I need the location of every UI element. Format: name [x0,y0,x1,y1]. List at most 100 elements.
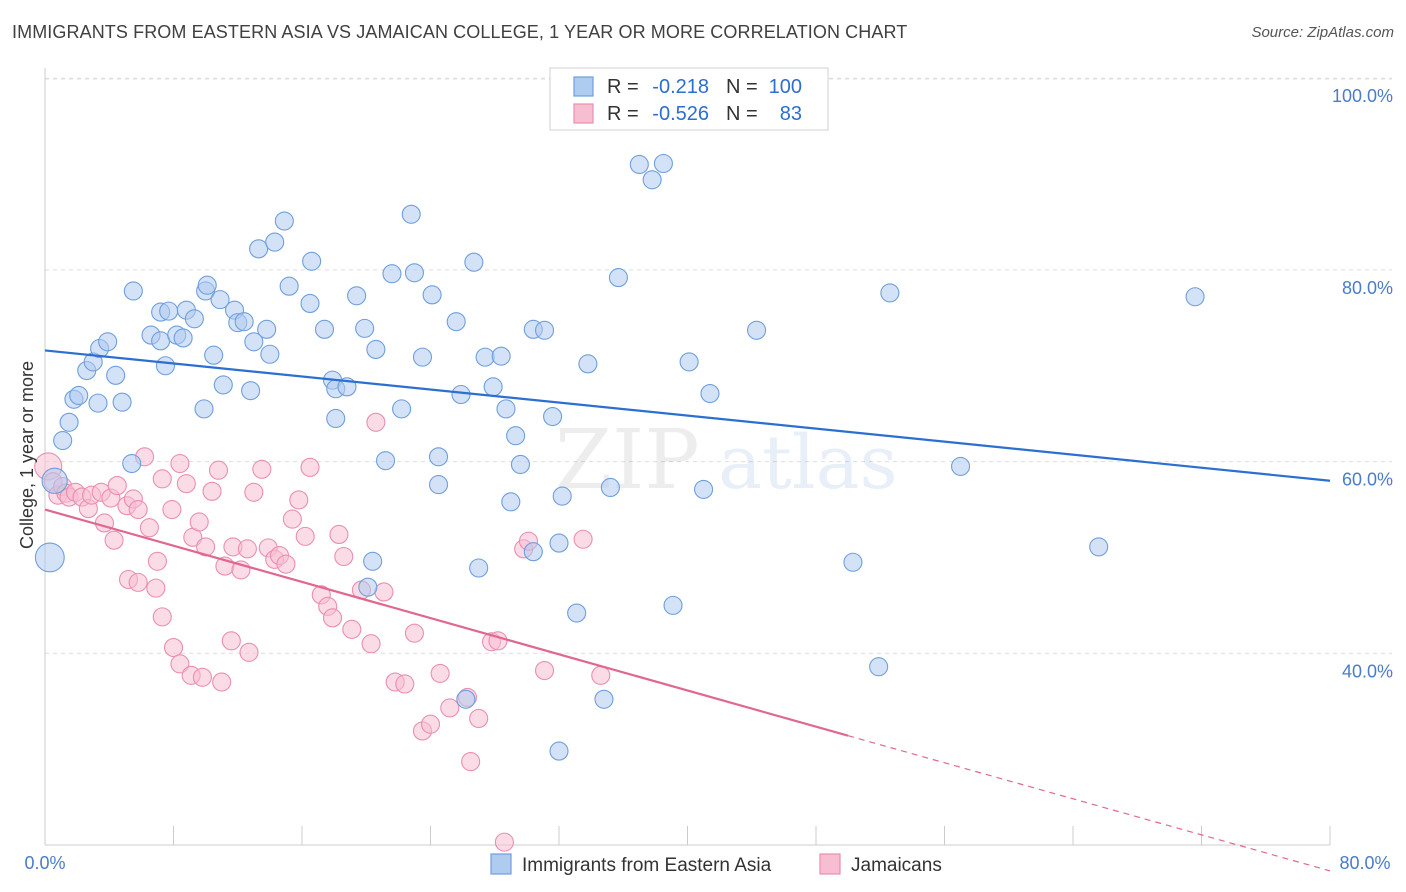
legend-n-label-2: N = [726,103,758,125]
jamaicans-point [420,714,441,734]
jamaicans-point [469,708,489,729]
jamaicans-point [295,526,315,546]
legend-swatch-pink [573,103,594,124]
jamaicans-point [334,546,354,567]
eastern-asia-point [446,312,466,332]
jamaicans-point [152,607,172,627]
eastern-asia-point [523,542,543,562]
y-tick-label: 60.0% [1342,470,1393,490]
eastern-asia-point [567,603,587,623]
eastern-asia-point [534,320,555,340]
eastern-asia-point [694,479,714,499]
eastern-asia-point [501,492,521,512]
jamaicans-point [361,634,381,654]
eastern-asia-point [249,239,269,259]
eastern-asia-point [663,595,683,615]
jamaicans-point [107,476,127,496]
bottom-legend-label-pink: Jamaicans [851,855,942,876]
jamaicans-point [152,469,172,489]
eastern-asia-point [355,318,375,338]
jamaicans-point [237,539,257,559]
eastern-asia-point [843,552,863,572]
jamaicans-point [128,499,148,520]
eastern-asia-point [244,332,264,352]
eastern-asia-point [422,285,442,305]
jamaicans-point [300,457,320,477]
eastern-asia-point [392,399,412,419]
y-tick-label: 40.0% [1342,661,1393,681]
eastern-asia-point [629,154,649,175]
eastern-asia-point [428,475,449,495]
jamaicans-trend-line [44,508,849,737]
jamaicans-trend-extension [847,735,1331,872]
jamaicans-point [189,512,209,532]
bottom-legend-swatch-blue [490,853,512,875]
eastern-asia-point [123,281,143,301]
eastern-asia-point [510,454,531,475]
eastern-asia-point [274,211,294,231]
legend-n-value-1: 100 [769,76,802,98]
eastern-asia-point [106,365,126,385]
eastern-asia-point [506,426,526,446]
eastern-asia-point [375,451,396,471]
jamaicans-point [208,460,229,480]
eastern-asia-point [428,447,449,467]
eastern-asia-point [197,275,217,295]
y-tick-label: 100.0% [1332,86,1393,106]
eastern-asia-point [122,453,142,474]
jamaicans-point [404,623,424,643]
trend-lines [44,349,1331,872]
eastern-asia-point [363,551,383,571]
jamaicans-point [322,608,343,628]
eastern-asia-point [464,252,484,272]
eastern-asia-point [69,385,89,406]
eastern-asia-point [53,430,73,451]
jamaicans-point [170,654,190,674]
jamaicans-point [104,530,124,550]
eastern-asia-point [869,657,889,677]
eastern-asia-points [34,153,1205,761]
jamaicans-points [34,412,611,852]
jamaicans-point [162,499,182,520]
eastern-asia-point [59,412,79,432]
jamaicans-point [573,529,593,549]
eastern-asia-point [483,377,503,397]
jamaicans-point [329,524,349,544]
eastern-asia-point [184,309,204,329]
jamaicans-point [176,474,196,494]
eastern-asia-point [549,533,569,553]
jamaicans-point [374,582,394,602]
watermark-atlas: atlas [718,420,898,506]
jamaicans-point [147,551,167,571]
eastern-asia-point [549,741,569,761]
legend-r-value-1: -0.218 [652,76,709,98]
eastern-asia-point [34,542,65,573]
eastern-asia-point [412,347,433,367]
jamaicans-point [276,554,296,574]
x-tick-label-min: 0.0% [24,853,65,873]
eastern-asia-point [257,319,277,339]
jamaicans-point [342,619,362,639]
legend-n-label-1: N = [726,76,758,98]
eastern-asia-point [279,276,299,296]
eastern-asia-point [679,352,699,372]
eastern-asia-point [302,251,322,271]
eastern-asia-point [241,381,261,401]
jamaicans-point [146,578,166,598]
y-axis-label: College, 1 year or more [17,361,37,549]
jamaicans-point [282,509,302,529]
eastern-asia-point [265,232,285,252]
eastern-asia-point [358,577,378,597]
jamaicans-point [221,631,241,651]
legend-n-value-2: 83 [780,103,802,125]
bottom-legend-swatch-pink [819,853,841,875]
eastern-asia-point [608,268,628,288]
jamaicans-point [170,453,190,474]
jamaicans-point [128,572,148,592]
jamaicans-point [494,832,514,852]
eastern-asia-point [382,264,402,284]
eastern-asia-point [404,263,424,283]
eastern-asia-point [951,456,971,476]
eastern-asia-point [366,339,386,360]
